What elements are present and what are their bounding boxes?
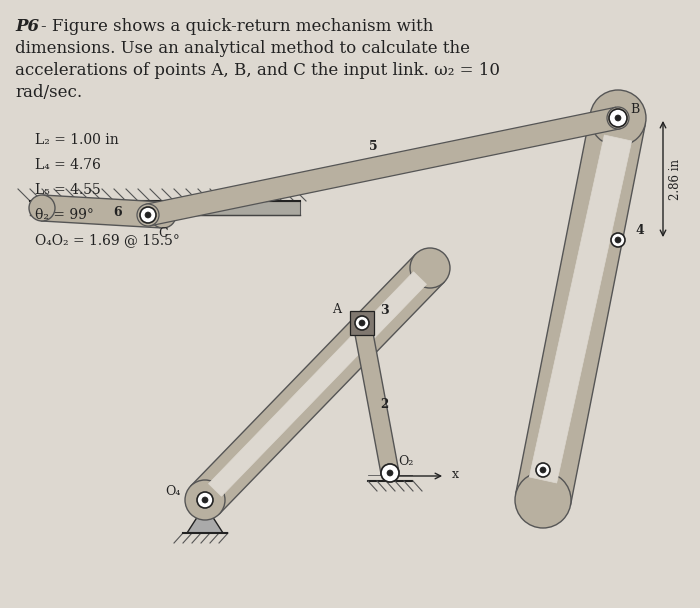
Circle shape <box>150 202 176 228</box>
Text: x: x <box>452 468 459 481</box>
Text: 3: 3 <box>379 305 389 317</box>
Circle shape <box>611 233 625 247</box>
Text: rad/sec.: rad/sec. <box>15 84 82 101</box>
Circle shape <box>590 90 646 146</box>
Circle shape <box>355 316 369 330</box>
Text: - Figure shows a quick-return mechanism with: - Figure shows a quick-return mechanism … <box>41 18 433 35</box>
Text: C: C <box>158 227 167 240</box>
Circle shape <box>540 467 546 473</box>
Circle shape <box>185 480 225 520</box>
Circle shape <box>202 497 208 503</box>
Circle shape <box>353 314 371 332</box>
Text: L₄ = 4.76: L₄ = 4.76 <box>35 158 101 172</box>
Circle shape <box>359 320 365 326</box>
Text: B: B <box>630 103 639 116</box>
Circle shape <box>410 248 450 288</box>
Text: P6: P6 <box>15 18 39 35</box>
Text: O₄: O₄ <box>165 485 181 498</box>
Text: dimensions. Use an analytical method to calculate the: dimensions. Use an analytical method to … <box>15 40 470 57</box>
Polygon shape <box>190 254 444 514</box>
Polygon shape <box>187 505 223 533</box>
Text: θ₂ = 99°: θ₂ = 99° <box>35 208 94 222</box>
Circle shape <box>536 463 550 477</box>
Text: 5: 5 <box>369 140 377 153</box>
Polygon shape <box>209 272 426 496</box>
Polygon shape <box>354 322 399 475</box>
Text: 2.86 in: 2.86 in <box>669 159 682 199</box>
Polygon shape <box>41 195 164 228</box>
Circle shape <box>609 109 627 127</box>
Text: accelerations of points A, B, and C the input link. ω₂ = 10: accelerations of points A, B, and C the … <box>15 62 500 79</box>
Text: L₅ = 4.55: L₅ = 4.55 <box>35 183 101 197</box>
Circle shape <box>140 207 156 223</box>
Text: 6: 6 <box>113 207 122 219</box>
Polygon shape <box>146 107 620 226</box>
Polygon shape <box>30 201 300 215</box>
Text: A: A <box>332 303 341 316</box>
Polygon shape <box>515 112 645 505</box>
Text: L₂ = 1.00 in: L₂ = 1.00 in <box>35 133 119 147</box>
Circle shape <box>607 107 629 129</box>
Circle shape <box>381 464 399 482</box>
Circle shape <box>381 464 399 482</box>
Bar <box>350 311 374 335</box>
Text: O₂: O₂ <box>398 455 414 468</box>
Polygon shape <box>529 135 631 483</box>
Circle shape <box>615 115 621 121</box>
Circle shape <box>515 472 571 528</box>
Circle shape <box>145 212 151 218</box>
Text: O₄O₂ = 1.69 @ 15.5°: O₄O₂ = 1.69 @ 15.5° <box>35 233 180 247</box>
Text: 4: 4 <box>636 224 645 237</box>
Text: 2: 2 <box>380 398 388 411</box>
Circle shape <box>615 237 621 243</box>
Circle shape <box>29 195 55 221</box>
Circle shape <box>387 470 393 476</box>
Circle shape <box>137 204 159 226</box>
Circle shape <box>197 492 213 508</box>
